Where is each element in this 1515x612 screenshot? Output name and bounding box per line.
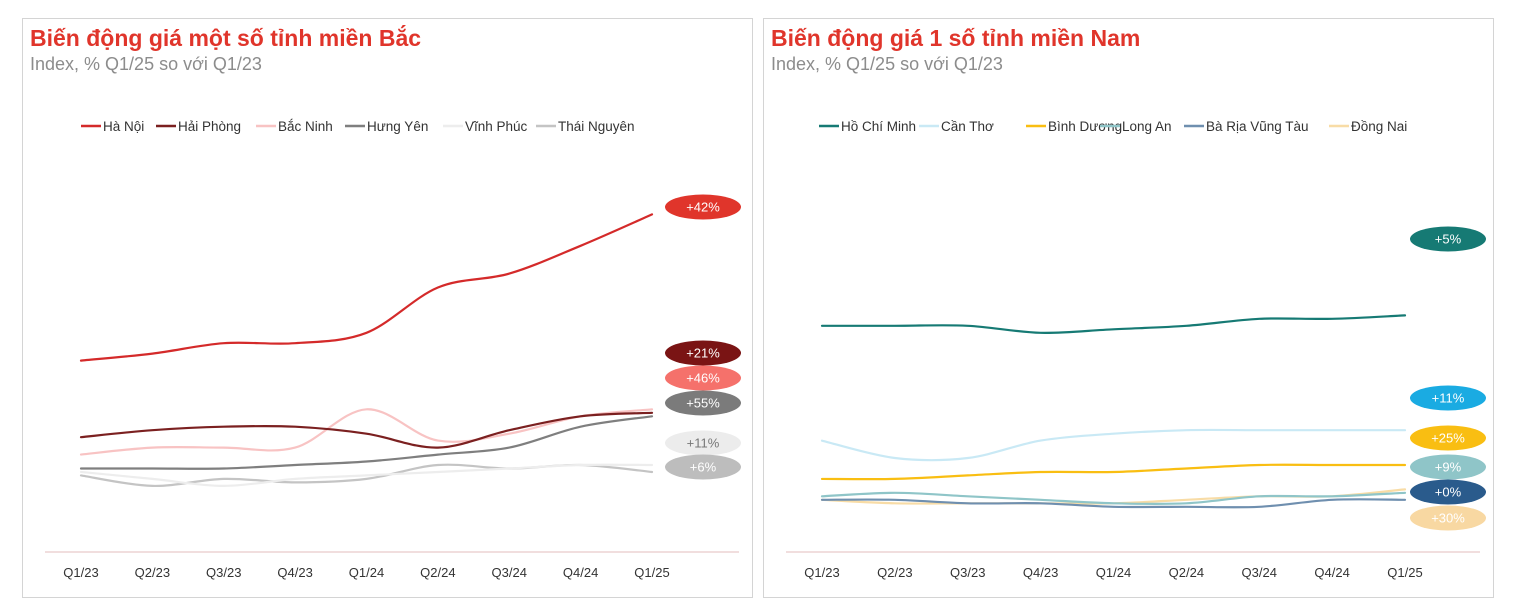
badge-shape (665, 454, 741, 480)
badge-shape (1410, 454, 1486, 480)
legend-entry: Vĩnh Phúc (443, 119, 528, 134)
legend-label: Bình Dương (1048, 119, 1122, 134)
x-tick-label: Q1/23 (804, 565, 839, 580)
legend-label: Hồ Chí Minh (841, 119, 916, 134)
legend-entry: Hải Phòng (156, 119, 241, 134)
x-tick-label: Q2/23 (877, 565, 912, 580)
data-label-badge: +30% (1410, 505, 1486, 531)
legend-entry: Bà Rịa Vũng Tàu (1184, 119, 1309, 134)
legend-entry: Thái Nguyên (536, 119, 635, 134)
series-line (820, 428, 1407, 462)
legend-entry: Hồ Chí Minh (819, 119, 916, 134)
legend-entry: Hà Nội (81, 119, 144, 134)
data-label: +0% (1435, 485, 1462, 500)
legend-label: Thái Nguyên (558, 119, 635, 134)
legend-label: Bắc Ninh (278, 119, 333, 134)
x-tick-label: Q2/24 (1169, 565, 1204, 580)
series-line (820, 463, 1407, 481)
north-chart-panel: Biến động giá một số tỉnh miền Bắc Index… (22, 18, 753, 598)
x-tick-label: Q1/24 (1096, 565, 1131, 580)
series-line (820, 314, 1407, 334)
south-line-chart: Q1/23 Q2/23 Q3/23 Q4/23 Q1/24 Q2/24 Q3/24 Q4/24… (786, 119, 1486, 580)
chart-title: Biến động giá một số tỉnh miền Bắc (30, 25, 422, 51)
series-line (79, 411, 654, 449)
badge-shape (1410, 385, 1486, 411)
series-line (79, 415, 654, 470)
legend-entry: Long An (1100, 119, 1172, 134)
badge-shape (665, 340, 741, 366)
data-label: +5% (1435, 232, 1462, 247)
chart-subtitle: Index, % Q1/25 so với Q1/23 (771, 54, 1003, 74)
legend-entry: Cần Thơ (919, 119, 994, 134)
data-label: +9% (1435, 460, 1462, 475)
legend-label: Hải Phòng (178, 119, 241, 134)
legend-label: Vĩnh Phúc (465, 119, 528, 134)
badge-shape (665, 390, 741, 416)
x-tick-label: Q4/23 (1023, 565, 1058, 580)
data-label-badge: +0% (1410, 479, 1486, 505)
legend-label: Long An (1122, 119, 1172, 134)
legend-label: Hà Nội (103, 119, 144, 134)
data-label: +55% (686, 396, 720, 411)
badge-shape (1410, 425, 1486, 451)
legend-label: Bà Rịa Vũng Tàu (1206, 119, 1309, 134)
north-line-chart: Q1/23 Q2/23 Q3/23 Q4/23 Q1/24 Q2/24 Q3/24 Q4/24… (45, 119, 741, 580)
legend-label: Đồng Nai (1351, 119, 1407, 134)
data-label-badge: +5% (1410, 226, 1486, 252)
data-label: +6% (690, 460, 717, 475)
data-label: +25% (1431, 431, 1465, 446)
x-tick-label: Q2/24 (420, 565, 455, 580)
data-label-badge: +55% (665, 390, 741, 416)
data-label: +11% (687, 436, 720, 451)
x-tick-label: Q4/23 (277, 565, 312, 580)
x-tick-label: Q1/25 (1387, 565, 1422, 580)
series-line (820, 498, 1407, 509)
series-line (79, 213, 654, 362)
data-label-badge: +46% (665, 365, 741, 391)
x-tick-label: Q3/24 (1242, 565, 1277, 580)
x-tick-label: Q3/23 (950, 565, 985, 580)
data-label-badge: +25% (1410, 425, 1486, 451)
badge-shape (1410, 505, 1486, 531)
series-line (820, 491, 1407, 506)
legend-label: Cần Thơ (941, 119, 994, 134)
legend-entry: Đồng Nai (1329, 119, 1407, 134)
data-label: +42% (686, 200, 720, 215)
south-chart-panel: Biến động giá 1 số tỉnh miền Nam Index, … (763, 18, 1494, 598)
data-label-badge: +11% (665, 430, 741, 456)
legend-entry: Bắc Ninh (256, 119, 333, 134)
badge-shape (1410, 479, 1486, 505)
data-label: +11% (1432, 391, 1465, 406)
legend-entry: Hưng Yên (345, 119, 428, 134)
badge-shape (665, 194, 741, 220)
chart-subtitle: Index, % Q1/25 so với Q1/23 (30, 54, 262, 74)
x-tick-label: Q3/24 (492, 565, 527, 580)
data-label-badge: +11% (1410, 385, 1486, 411)
badge-shape (665, 365, 741, 391)
series-line (79, 463, 654, 488)
data-label: +46% (686, 371, 720, 386)
x-tick-label: Q4/24 (1314, 565, 1349, 580)
badge-shape (665, 430, 741, 456)
legend-label: Hưng Yên (367, 119, 428, 134)
badge-shape (1410, 226, 1486, 252)
x-tick-label: Q3/23 (206, 565, 241, 580)
x-tick-label: Q2/23 (135, 565, 170, 580)
chart-title: Biến động giá 1 số tỉnh miền Nam (771, 25, 1141, 51)
data-label: +30% (1431, 511, 1465, 526)
data-label-badge: +21% (665, 340, 741, 366)
x-tick-label: Q4/24 (563, 565, 598, 580)
x-tick-label: Q1/24 (349, 565, 384, 580)
data-label: +21% (686, 346, 720, 361)
data-label-badge: +6% (665, 454, 741, 480)
series-line (79, 408, 654, 456)
legend-entry: Bình Dương (1026, 119, 1122, 134)
x-tick-label: Q1/23 (63, 565, 98, 580)
data-label-badge: +42% (665, 194, 741, 220)
data-label-badge: +9% (1410, 454, 1486, 480)
x-tick-label: Q1/25 (634, 565, 669, 580)
